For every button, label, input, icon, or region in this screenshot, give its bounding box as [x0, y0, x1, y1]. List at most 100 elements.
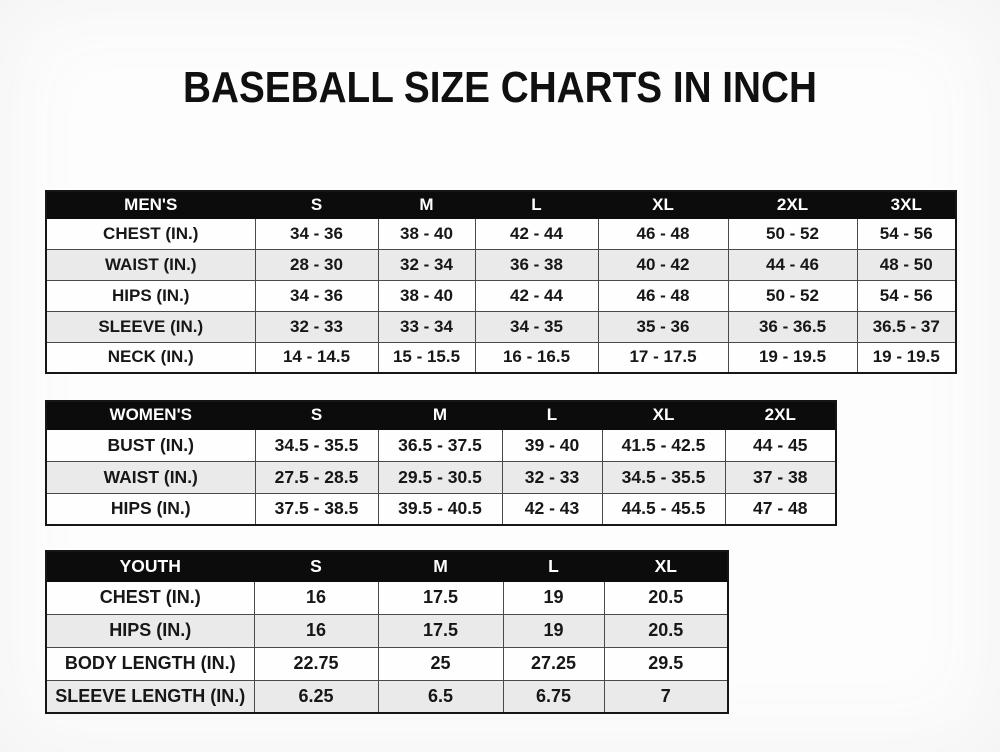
row-label: BUST (IN.) — [45, 428, 256, 462]
womens-table-row: WAIST (IN.) 27.5 - 28.5 29.5 - 30.5 32 - 33… — [45, 460, 837, 494]
row-label: HIPS (IN.) — [45, 613, 255, 648]
youth-column-header: M — [377, 550, 504, 582]
size-value: 44 - 46 — [727, 248, 858, 281]
size-value: 16 - 16.5 — [474, 341, 599, 374]
row-label: CHEST (IN.) — [45, 217, 256, 250]
youth-table-row: SLEEVE LENGTH (IN.) 6.25 6.5 6.75 7 — [45, 679, 729, 714]
size-value: 38 - 40 — [377, 279, 476, 312]
size-value: 20.5 — [603, 580, 729, 615]
womens-table-row: HIPS (IN.) 37.5 - 38.5 39.5 - 40.5 42 - 43 4… — [45, 492, 837, 526]
size-value: 36.5 - 37 — [856, 310, 957, 343]
size-value: 41.5 - 42.5 — [601, 428, 726, 462]
womens-header-row: WOMEN'S S M L XL 2XL — [45, 400, 837, 430]
youth-size-chart-section: YOUTH S M L XL CHEST (IN.) 16 17.5 19 20.5 HIPS (I… — [45, 550, 729, 714]
youth-section-label: YOUTH — [45, 550, 255, 582]
mens-section-label: MEN'S — [45, 190, 256, 219]
size-value: 19 - 19.5 — [856, 341, 957, 374]
womens-size-table: WOMEN'S S M L XL 2XL BUST (IN.) 34.5 - 35.5 36.5… — [45, 400, 837, 526]
row-label: BODY LENGTH (IN.) — [45, 646, 255, 681]
mens-column-header: XL — [597, 190, 729, 219]
size-value: 34.5 - 35.5 — [601, 460, 726, 494]
size-value: 17.5 — [377, 613, 504, 648]
mens-table-row: NECK (IN.) 14 - 14.5 15 - 15.5 16 - 16.5 17 … — [45, 341, 957, 374]
size-value: 32 - 33 — [254, 310, 379, 343]
womens-column-header: S — [254, 400, 379, 430]
row-label: NECK (IN.) — [45, 341, 256, 374]
youth-size-table: YOUTH S M L XL CHEST (IN.) 16 17.5 19 20.5 HIPS (I… — [45, 550, 729, 714]
womens-section-label: WOMEN'S — [45, 400, 256, 430]
size-value: 37.5 - 38.5 — [254, 492, 379, 526]
mens-size-table: MEN'S S M L XL 2XL 3XL CHEST (IN.) 34 - 36 38 - 4… — [45, 190, 957, 374]
size-value: 22.75 — [253, 646, 379, 681]
size-value: 34 - 36 — [254, 279, 379, 312]
size-value: 48 - 50 — [856, 248, 957, 281]
size-value: 27.25 — [502, 646, 605, 681]
size-value: 34 - 36 — [254, 217, 379, 250]
size-value: 54 - 56 — [856, 279, 957, 312]
row-label: HIPS (IN.) — [45, 492, 256, 526]
size-value: 37 - 38 — [724, 460, 837, 494]
mens-table-row: HIPS (IN.) 34 - 36 38 - 40 42 - 44 46 - 48 50… — [45, 279, 957, 312]
size-value: 39.5 - 40.5 — [377, 492, 503, 526]
row-label: WAIST (IN.) — [45, 248, 256, 281]
mens-header-row: MEN'S S M L XL 2XL 3XL — [45, 190, 957, 219]
size-value: 19 — [502, 580, 605, 615]
size-value: 7 — [603, 679, 729, 714]
size-value: 46 - 48 — [597, 279, 729, 312]
size-value: 47 - 48 — [724, 492, 837, 526]
size-value: 6.5 — [377, 679, 504, 714]
size-value: 20.5 — [603, 613, 729, 648]
row-label: HIPS (IN.) — [45, 279, 256, 312]
size-value: 39 - 40 — [501, 428, 603, 462]
size-value: 36 - 36.5 — [727, 310, 858, 343]
size-value: 19 - 19.5 — [727, 341, 858, 374]
size-value: 50 - 52 — [727, 217, 858, 250]
size-value: 15 - 15.5 — [377, 341, 476, 374]
size-value: 34 - 35 — [474, 310, 599, 343]
size-value: 34.5 - 35.5 — [254, 428, 379, 462]
womens-column-header: L — [501, 400, 603, 430]
row-label: CHEST (IN.) — [45, 580, 255, 615]
size-value: 35 - 36 — [597, 310, 729, 343]
womens-table-row: BUST (IN.) 34.5 - 35.5 36.5 - 37.5 39 - 40 4… — [45, 428, 837, 462]
size-value: 28 - 30 — [254, 248, 379, 281]
youth-column-header: L — [502, 550, 605, 582]
size-value: 36 - 38 — [474, 248, 599, 281]
size-value: 29.5 - 30.5 — [377, 460, 503, 494]
size-value: 42 - 43 — [501, 492, 603, 526]
size-value: 19 — [502, 613, 605, 648]
mens-size-chart-section: MEN'S S M L XL 2XL 3XL CHEST (IN.) 34 - 36 38 - 4… — [45, 190, 957, 374]
womens-column-header: M — [377, 400, 503, 430]
womens-column-header: XL — [601, 400, 726, 430]
row-label: SLEEVE (IN.) — [45, 310, 256, 343]
size-value: 36.5 - 37.5 — [377, 428, 503, 462]
page-title: BASEBALL SIZE CHARTS IN INCH — [183, 63, 817, 112]
mens-table-row: SLEEVE (IN.) 32 - 33 33 - 34 34 - 35 35 - 36… — [45, 310, 957, 343]
womens-size-chart-section: WOMEN'S S M L XL 2XL BUST (IN.) 34.5 - 35.5 36.5… — [45, 400, 837, 526]
mens-column-header: 2XL — [727, 190, 858, 219]
size-value: 32 - 34 — [377, 248, 476, 281]
size-value: 42 - 44 — [474, 279, 599, 312]
size-value: 6.75 — [502, 679, 605, 714]
youth-table-row: HIPS (IN.) 16 17.5 19 20.5 — [45, 613, 729, 648]
size-value: 32 - 33 — [501, 460, 603, 494]
size-value: 44 - 45 — [724, 428, 837, 462]
youth-column-header: S — [253, 550, 379, 582]
youth-table-row: BODY LENGTH (IN.) 22.75 25 27.25 29.5 — [45, 646, 729, 681]
size-value: 38 - 40 — [377, 217, 476, 250]
size-value: 6.25 — [253, 679, 379, 714]
size-value: 46 - 48 — [597, 217, 729, 250]
size-value: 27.5 - 28.5 — [254, 460, 379, 494]
mens-column-header: L — [474, 190, 599, 219]
size-value: 50 - 52 — [727, 279, 858, 312]
size-value: 25 — [377, 646, 504, 681]
youth-column-header: XL — [603, 550, 729, 582]
size-value: 44.5 - 45.5 — [601, 492, 726, 526]
size-value: 29.5 — [603, 646, 729, 681]
mens-column-header: M — [377, 190, 476, 219]
size-value: 54 - 56 — [856, 217, 957, 250]
mens-column-header: S — [254, 190, 379, 219]
youth-table-row: CHEST (IN.) 16 17.5 19 20.5 — [45, 580, 729, 615]
size-value: 14 - 14.5 — [254, 341, 379, 374]
